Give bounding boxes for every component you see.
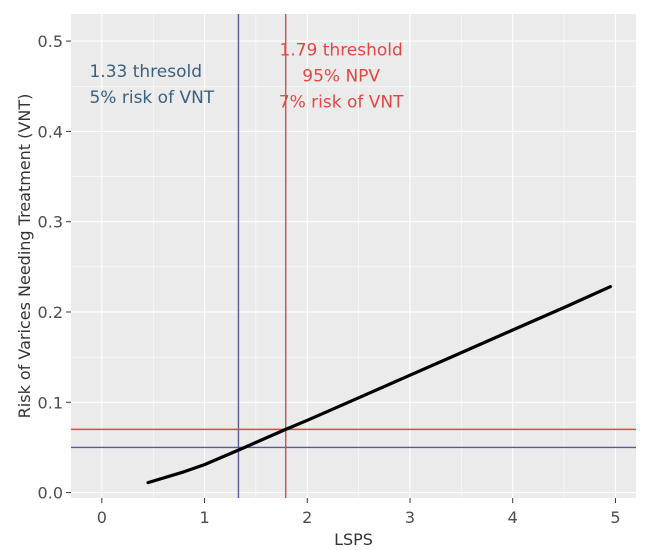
annotations: 1.33 thresold 5% risk of VNT 1.79 threshol… (89, 41, 404, 113)
annotation: 1.79 threshold 95% NPV 7% risk of VNT (279, 41, 404, 113)
annotation-line: 1.33 thresold (89, 62, 202, 82)
x-tick-label: 4 (508, 508, 518, 527)
y-tick-label: 0.4 (38, 122, 63, 141)
y-tick-label: 0.0 (38, 484, 63, 503)
annotation-line: 95% NPV (302, 67, 380, 87)
risk-curve-line (146, 285, 612, 485)
plot-background (71, 14, 636, 498)
axis-ticks (66, 40, 616, 503)
x-tick-label: 2 (302, 508, 312, 527)
y-tick-label: 0.1 (38, 393, 63, 412)
y-axis-title: Risk of Varices Needing Treatment (VNT) (15, 94, 34, 419)
annotation-line: 5% risk of VNT (89, 88, 214, 108)
y-tick-label: 0.2 (38, 303, 63, 322)
series-lines (146, 285, 612, 485)
x-tick-label: 1 (199, 508, 209, 527)
x-axis-title: LSPS (334, 530, 373, 549)
reference-lines (71, 14, 636, 498)
x-tick-label: 3 (405, 508, 415, 527)
y-tick-label: 0.5 (38, 32, 63, 51)
annotation-line: 1.79 threshold (280, 41, 403, 61)
x-tick-label: 0 (97, 508, 107, 527)
y-tick-label: 0.3 (38, 213, 63, 232)
annotation: 1.33 thresold 5% risk of VNT (89, 62, 214, 108)
x-tick-label: 5 (610, 508, 620, 527)
plot-panel (71, 14, 636, 498)
annotation-line: 7% risk of VNT (279, 93, 404, 113)
tick-labels: 0 1 2 3 4 5 0.0 0.1 0.2 0.3 0.4 0.5 (38, 32, 621, 527)
